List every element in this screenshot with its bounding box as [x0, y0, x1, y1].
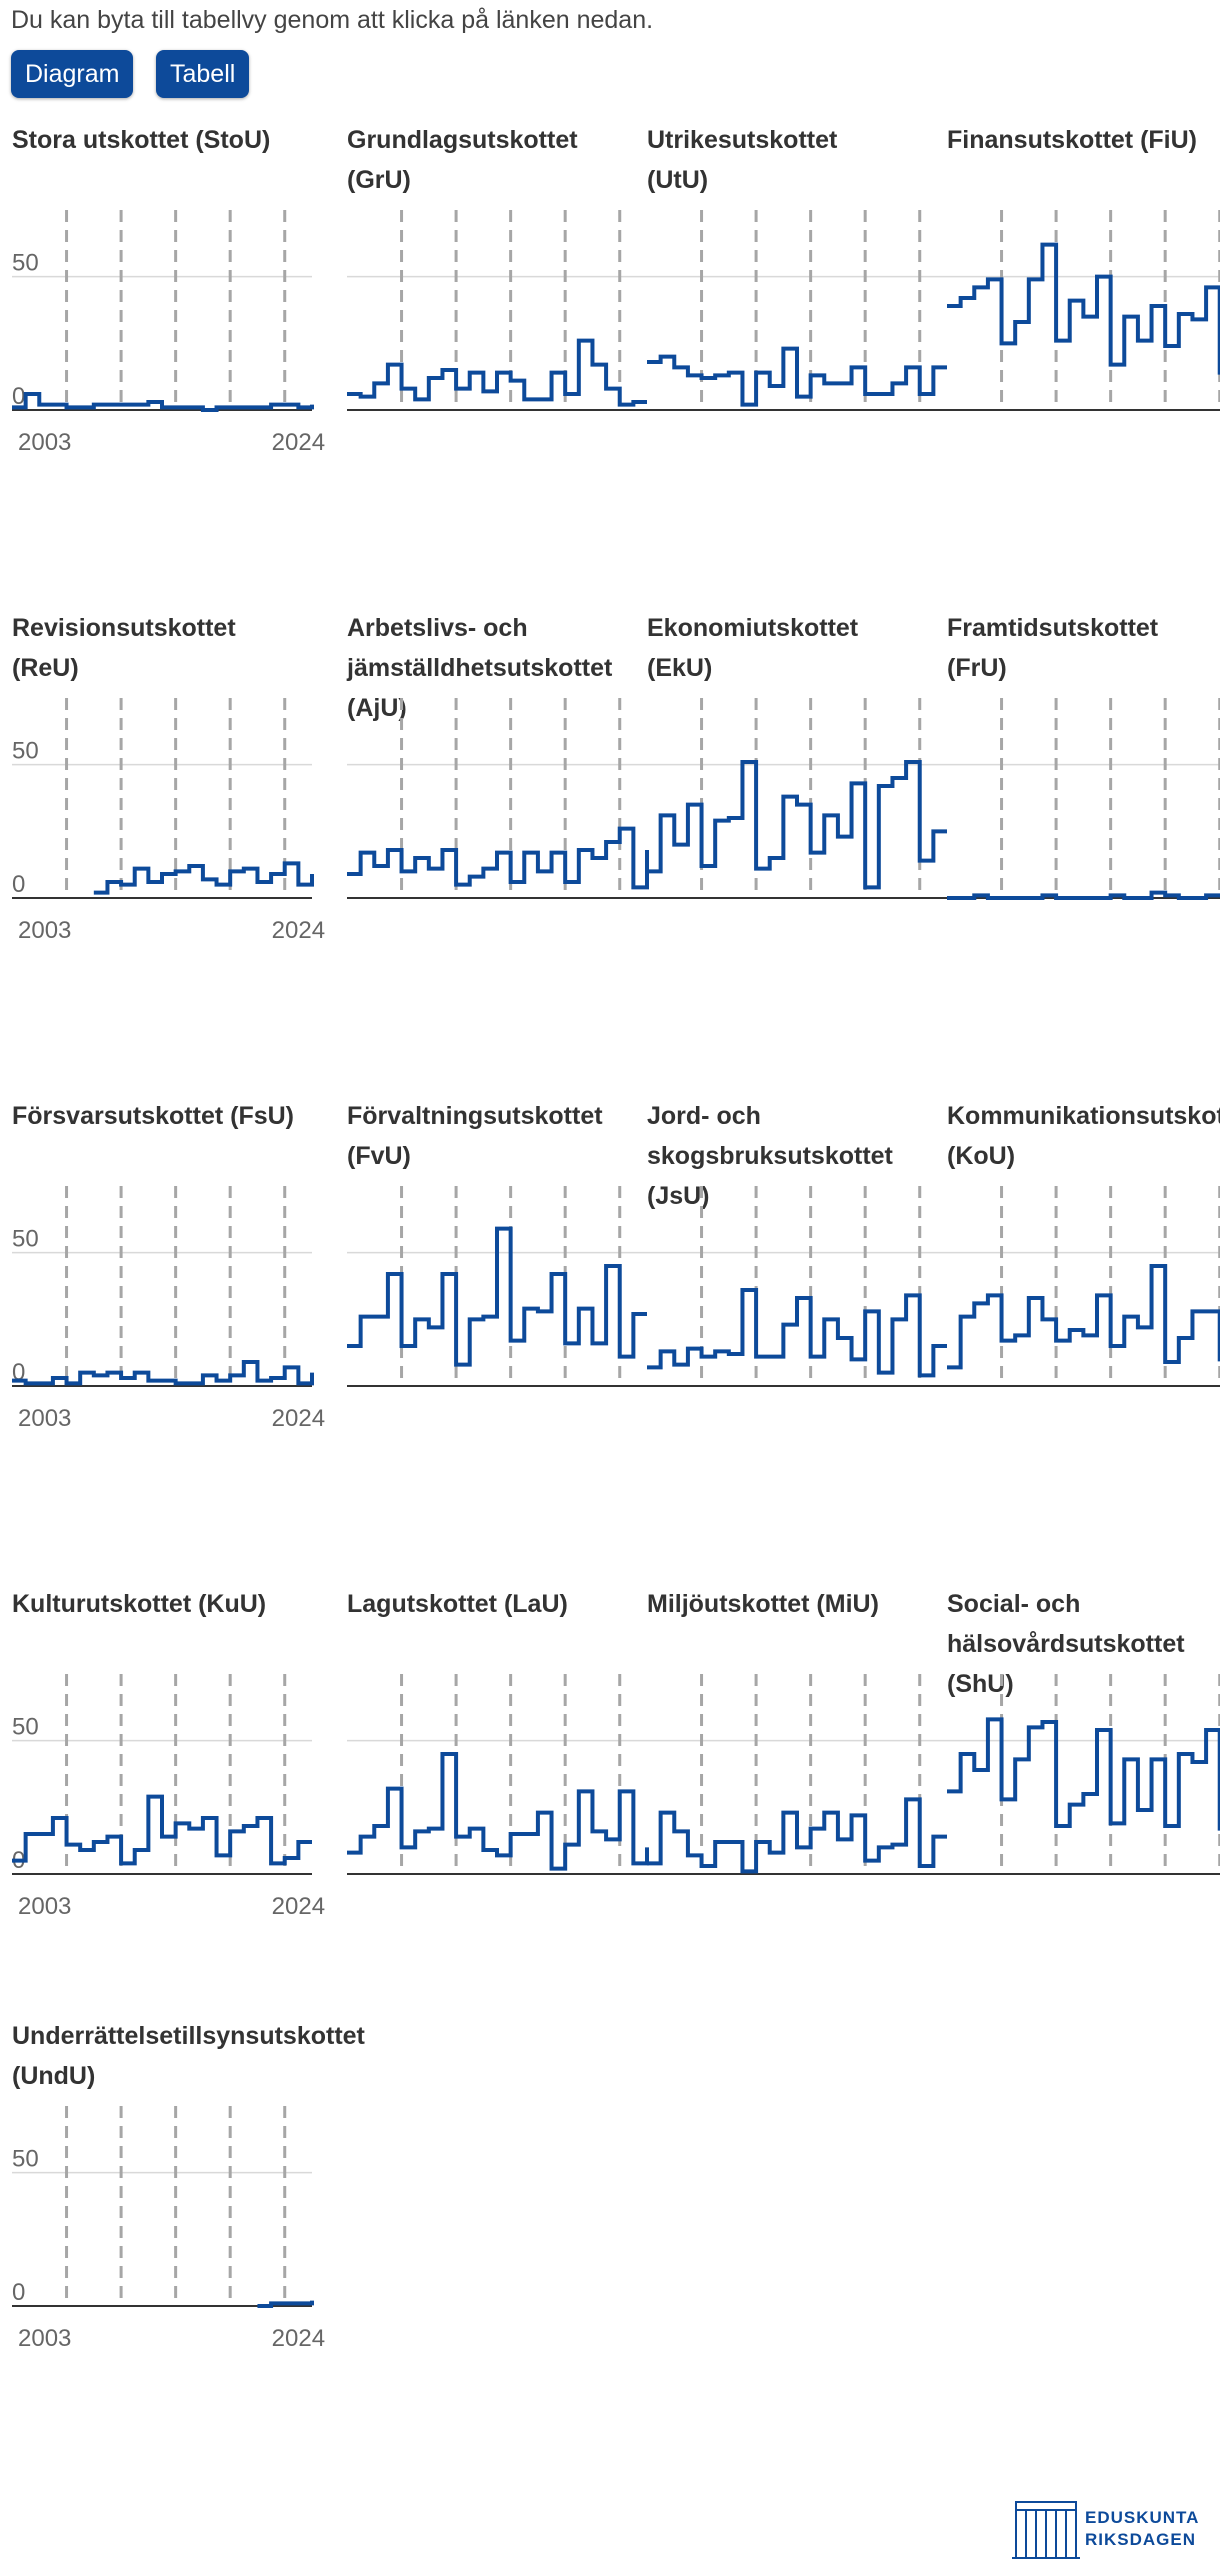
chart-title-line: (GrU) [347, 166, 411, 194]
chart-panel-1: Grundlagsutskottet (GrU) [347, 126, 647, 411]
chart-panel-14: Miljöutskottet (MiU) [647, 1590, 947, 1875]
x-tick-label: 2003 [18, 1893, 71, 1920]
intro-text: Du kan byta till tabellvy genom att klic… [11, 6, 654, 34]
y-tick-label: 50 [12, 738, 39, 765]
x-tick-label: 2024 [272, 1405, 325, 1432]
tabell-button[interactable]: Tabell [156, 50, 250, 98]
series-step-line [647, 760, 947, 890]
x-tick-label: 2003 [18, 1405, 71, 1432]
series-step-line [947, 1717, 1220, 1831]
diagram-button[interactable]: Diagram [11, 50, 134, 98]
series-step-line [947, 890, 1220, 900]
series-step-line [12, 1360, 314, 1386]
chart-panel-0: Stora utskottet (StoU) 0 50 2003 2024 [12, 126, 325, 456]
y-tick-label: 0 [12, 871, 25, 898]
y-tick-label: 50 [12, 2146, 39, 2173]
series-step-line [947, 242, 1220, 375]
chart-title-line: Social- och [947, 1590, 1080, 1618]
chart-title-line: Grundlagsutskottet [347, 126, 578, 154]
chart-title-line: Kulturutskottet (KuU) [12, 1590, 266, 1618]
series-step-line [647, 1288, 947, 1378]
chart-title-line: (AjU) [347, 694, 407, 722]
y-tick-label: 50 [12, 1714, 39, 1741]
chart-panel-15: Social- och hälsovårdsutskottet (ShU) [947, 1590, 1220, 1875]
chart-title-line: Stora utskottet (StoU) [12, 126, 270, 154]
y-tick-label: 50 [12, 1226, 39, 1253]
chart-title-line: Framtidsutskottet [947, 614, 1159, 642]
chart-title-line: Revisionsutskottet [12, 614, 236, 642]
chart-title-line: Utrikesutskottet [647, 126, 838, 154]
x-tick-label: 2003 [18, 2325, 71, 2352]
chart-panel-13: Lagutskottet (LaU) [347, 1590, 649, 1875]
y-tick-label: 50 [12, 250, 39, 277]
series-step-line [647, 1797, 947, 1874]
x-tick-label: 2003 [18, 429, 71, 456]
series-step-line [257, 2300, 314, 2308]
series-step-line [947, 1264, 1220, 1370]
chart-title-line: hälsovårdsutskottet [947, 1630, 1185, 1658]
y-tick-label: 0 [12, 2279, 25, 2306]
chart-panel-2: Utrikesutskottet (UtU) [647, 126, 947, 411]
series-step-line [347, 1752, 649, 1871]
logo-text-eduskunta: EDUSKUNTA [1085, 2508, 1200, 2527]
x-tick-label: 2003 [18, 917, 71, 944]
chart-title-line: skogsbruksutskottet [647, 1142, 894, 1170]
chart-title-line: (UtU) [647, 166, 708, 194]
riksdagen-logo [1012, 2501, 1080, 2559]
chart-panel-5: Arbetslivs- och jämställdhetsutskottet (Aj… [346, 614, 649, 899]
series-step-line [647, 346, 947, 407]
chart-title-line: Jord- och [647, 1102, 761, 1130]
series-step-line [12, 1794, 312, 1866]
x-tick-label: 2024 [272, 917, 325, 944]
chart-panel-4: Revisionsutskottet (ReU) 0 50 2003 2024 [12, 614, 325, 944]
chart-panel-16: Underrättelsetillsynsutskottet (UndU) 0 50 2… [12, 2022, 366, 2352]
chart-title-line: (KoU) [947, 1142, 1015, 1170]
series-step-line [93, 861, 314, 895]
logo-text-riksdagen: RIKSDAGEN [1085, 2530, 1197, 2549]
chart-title-line: Finansutskottet (FiU) [947, 126, 1197, 154]
chart-title-line: jämställdhetsutskottet [346, 654, 613, 682]
chart-title-line: Kommunikationsutskottet [947, 1102, 1220, 1130]
chart-title-line: Försvarsutskottet (FsU) [12, 1102, 294, 1130]
chart-title-line: (ShU) [947, 1670, 1014, 1698]
chart-title-line: Miljöutskottet (MiU) [647, 1590, 879, 1618]
chart-panel-6: Ekonomiutskottet (EkU) [647, 614, 947, 899]
chart-panel-3: Finansutskottet (FiU) [947, 126, 1220, 411]
chart-title-line: Förvaltningsutskottet [347, 1102, 603, 1130]
chart-title-line: Arbetslivs- och [347, 614, 528, 642]
chart-title-line: (JsU) [647, 1182, 710, 1210]
series-step-line [12, 392, 314, 412]
x-tick-label: 2024 [272, 429, 325, 456]
chart-title-line: (UndU) [12, 2062, 95, 2090]
series-step-line [347, 1226, 647, 1367]
chart-title-line: Lagutskottet (LaU) [347, 1590, 568, 1618]
chart-panel-7: Framtidsutskottet (FrU) [947, 614, 1220, 900]
x-tick-label: 2024 [272, 1893, 325, 1920]
chart-panel-9: Förvaltningsutskottet (FvU) [347, 1102, 647, 1387]
x-tick-label: 2024 [272, 2325, 325, 2352]
series-step-line [347, 826, 649, 890]
y-tick-label: 0 [12, 383, 25, 410]
chart-title-line: (FrU) [947, 654, 1007, 682]
series-step-line [347, 338, 647, 407]
chart-panel-11: Kommunikationsutskottet (KoU) [947, 1102, 1220, 1387]
chart-title-line: (ReU) [12, 654, 79, 682]
chart-title-line: Underrättelsetillsynsutskottet [12, 2022, 366, 2050]
chart-title-line: Ekonomiutskottet [647, 614, 859, 642]
chart-panel-10: Jord- och skogsbruksutskottet (JsU) [647, 1102, 947, 1387]
chart-title-line: (FvU) [347, 1142, 411, 1170]
chart-title-line: (EkU) [647, 654, 712, 682]
